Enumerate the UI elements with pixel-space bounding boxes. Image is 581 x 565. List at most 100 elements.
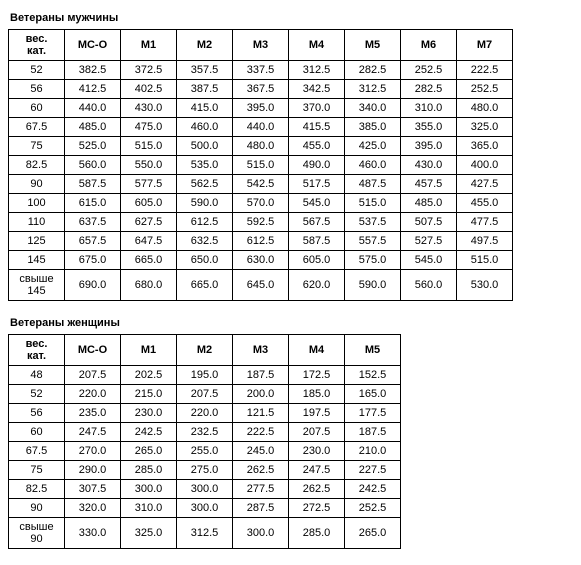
value-cell: 222.5 bbox=[457, 61, 513, 80]
class-header: M1 bbox=[121, 30, 177, 61]
class-header: M4 bbox=[289, 335, 345, 366]
value-cell: 207.5 bbox=[177, 385, 233, 404]
value-cell: 220.0 bbox=[65, 385, 121, 404]
class-header: M7 bbox=[457, 30, 513, 61]
value-cell: 255.0 bbox=[177, 442, 233, 461]
value-cell: 245.0 bbox=[233, 442, 289, 461]
value-cell: 477.5 bbox=[457, 213, 513, 232]
value-cell: 202.5 bbox=[121, 366, 177, 385]
weight-category-cell: 110 bbox=[9, 213, 65, 232]
value-cell: 605.0 bbox=[121, 194, 177, 213]
table-row: 52382.5372.5357.5337.5312.5282.5252.5222… bbox=[9, 61, 513, 80]
value-cell: 287.5 bbox=[233, 499, 289, 518]
value-cell: 690.0 bbox=[65, 270, 121, 301]
value-cell: 172.5 bbox=[289, 366, 345, 385]
value-cell: 545.0 bbox=[289, 194, 345, 213]
class-header: M5 bbox=[345, 335, 401, 366]
value-cell: 365.0 bbox=[457, 137, 513, 156]
weight-category-cell: 125 bbox=[9, 232, 65, 251]
value-cell: 680.0 bbox=[121, 270, 177, 301]
men-table: вес. кат.MC-OM1M2M3M4M5M6M7 52382.5372.5… bbox=[8, 29, 513, 301]
value-cell: 207.5 bbox=[65, 366, 121, 385]
value-cell: 657.5 bbox=[65, 232, 121, 251]
weight-category-cell: свыше 145 bbox=[9, 270, 65, 301]
value-cell: 440.0 bbox=[233, 118, 289, 137]
value-cell: 385.0 bbox=[345, 118, 401, 137]
value-cell: 187.5 bbox=[233, 366, 289, 385]
value-cell: 185.0 bbox=[289, 385, 345, 404]
value-cell: 460.0 bbox=[177, 118, 233, 137]
table-row: 90587.5577.5562.5542.5517.5487.5457.5427… bbox=[9, 175, 513, 194]
table-row: 125657.5647.5632.5612.5587.5557.5527.549… bbox=[9, 232, 513, 251]
value-cell: 632.5 bbox=[177, 232, 233, 251]
table-row: 110637.5627.5612.5592.5567.5537.5507.547… bbox=[9, 213, 513, 232]
value-cell: 535.0 bbox=[177, 156, 233, 175]
value-cell: 285.0 bbox=[289, 518, 345, 549]
value-cell: 487.5 bbox=[345, 175, 401, 194]
value-cell: 620.0 bbox=[289, 270, 345, 301]
value-cell: 630.0 bbox=[233, 251, 289, 270]
value-cell: 592.5 bbox=[233, 213, 289, 232]
value-cell: 665.0 bbox=[177, 270, 233, 301]
value-cell: 252.5 bbox=[401, 61, 457, 80]
class-header: M1 bbox=[121, 335, 177, 366]
table-row: 82.5560.0550.0535.0515.0490.0460.0430.04… bbox=[9, 156, 513, 175]
table-row: 52220.0215.0207.5200.0185.0165.0 bbox=[9, 385, 401, 404]
value-cell: 357.5 bbox=[177, 61, 233, 80]
value-cell: 325.0 bbox=[121, 518, 177, 549]
value-cell: 395.0 bbox=[401, 137, 457, 156]
value-cell: 285.0 bbox=[121, 461, 177, 480]
value-cell: 525.0 bbox=[65, 137, 121, 156]
weight-category-cell: 82.5 bbox=[9, 480, 65, 499]
table-row: 56412.5402.5387.5367.5342.5312.5282.5252… bbox=[9, 80, 513, 99]
value-cell: 310.0 bbox=[121, 499, 177, 518]
table-row: 56235.0230.0220.0121.5197.5177.5 bbox=[9, 404, 401, 423]
table-row: 90320.0310.0300.0287.5272.5252.5 bbox=[9, 499, 401, 518]
value-cell: 515.0 bbox=[233, 156, 289, 175]
weight-category-cell: 56 bbox=[9, 404, 65, 423]
weight-category-cell: 67.5 bbox=[9, 442, 65, 461]
value-cell: 300.0 bbox=[233, 518, 289, 549]
value-cell: 480.0 bbox=[457, 99, 513, 118]
value-cell: 612.5 bbox=[233, 232, 289, 251]
value-cell: 290.0 bbox=[65, 461, 121, 480]
weight-category-cell: 60 bbox=[9, 423, 65, 442]
table-row: 60440.0430.0415.0395.0370.0340.0310.0480… bbox=[9, 99, 513, 118]
value-cell: 312.5 bbox=[177, 518, 233, 549]
class-header: M3 bbox=[233, 30, 289, 61]
value-cell: 542.5 bbox=[233, 175, 289, 194]
table-row: 82.5307.5300.0300.0277.5262.5242.5 bbox=[9, 480, 401, 499]
weight-category-header: вес. кат. bbox=[9, 30, 65, 61]
class-header: M3 bbox=[233, 335, 289, 366]
value-cell: 637.5 bbox=[65, 213, 121, 232]
men-section-title: Ветераны мужчины bbox=[8, 8, 573, 29]
value-cell: 480.0 bbox=[233, 137, 289, 156]
women-section-title: Ветераны женщины bbox=[8, 313, 573, 334]
weight-category-cell: 90 bbox=[9, 175, 65, 194]
class-header: MC-O bbox=[65, 335, 121, 366]
value-cell: 277.5 bbox=[233, 480, 289, 499]
value-cell: 300.0 bbox=[177, 499, 233, 518]
value-cell: 515.0 bbox=[121, 137, 177, 156]
value-cell: 587.5 bbox=[289, 232, 345, 251]
value-cell: 312.5 bbox=[289, 61, 345, 80]
value-cell: 230.0 bbox=[289, 442, 345, 461]
value-cell: 342.5 bbox=[289, 80, 345, 99]
value-cell: 247.5 bbox=[65, 423, 121, 442]
value-cell: 300.0 bbox=[121, 480, 177, 499]
weight-category-cell: 75 bbox=[9, 137, 65, 156]
value-cell: 152.5 bbox=[345, 366, 401, 385]
value-cell: 242.5 bbox=[345, 480, 401, 499]
table-row: 67.5485.0475.0460.0440.0415.5385.0355.03… bbox=[9, 118, 513, 137]
value-cell: 330.0 bbox=[65, 518, 121, 549]
value-cell: 440.0 bbox=[65, 99, 121, 118]
value-cell: 647.5 bbox=[121, 232, 177, 251]
value-cell: 537.5 bbox=[345, 213, 401, 232]
weight-category-header: вес. кат. bbox=[9, 335, 65, 366]
value-cell: 372.5 bbox=[121, 61, 177, 80]
value-cell: 207.5 bbox=[289, 423, 345, 442]
value-cell: 337.5 bbox=[233, 61, 289, 80]
weight-category-cell: 52 bbox=[9, 61, 65, 80]
value-cell: 300.0 bbox=[177, 480, 233, 499]
value-cell: 560.0 bbox=[401, 270, 457, 301]
